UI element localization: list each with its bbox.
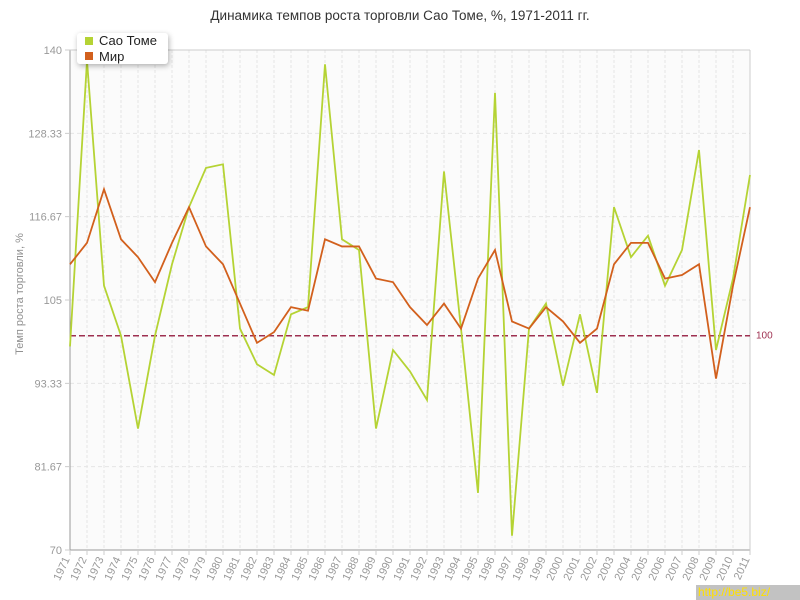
svg-text:2011: 2011 [732, 555, 753, 582]
svg-text:140: 140 [44, 45, 62, 57]
svg-text:70: 70 [50, 545, 62, 557]
svg-text:93.33: 93.33 [34, 378, 62, 390]
svg-text:81.67: 81.67 [34, 462, 62, 474]
svg-text:116.67: 116.67 [29, 212, 62, 224]
svg-text:128.33: 128.33 [28, 128, 62, 140]
svg-text:2010: 2010 [714, 555, 735, 582]
svg-text:105: 105 [44, 295, 62, 307]
svg-text:100: 100 [756, 331, 773, 342]
